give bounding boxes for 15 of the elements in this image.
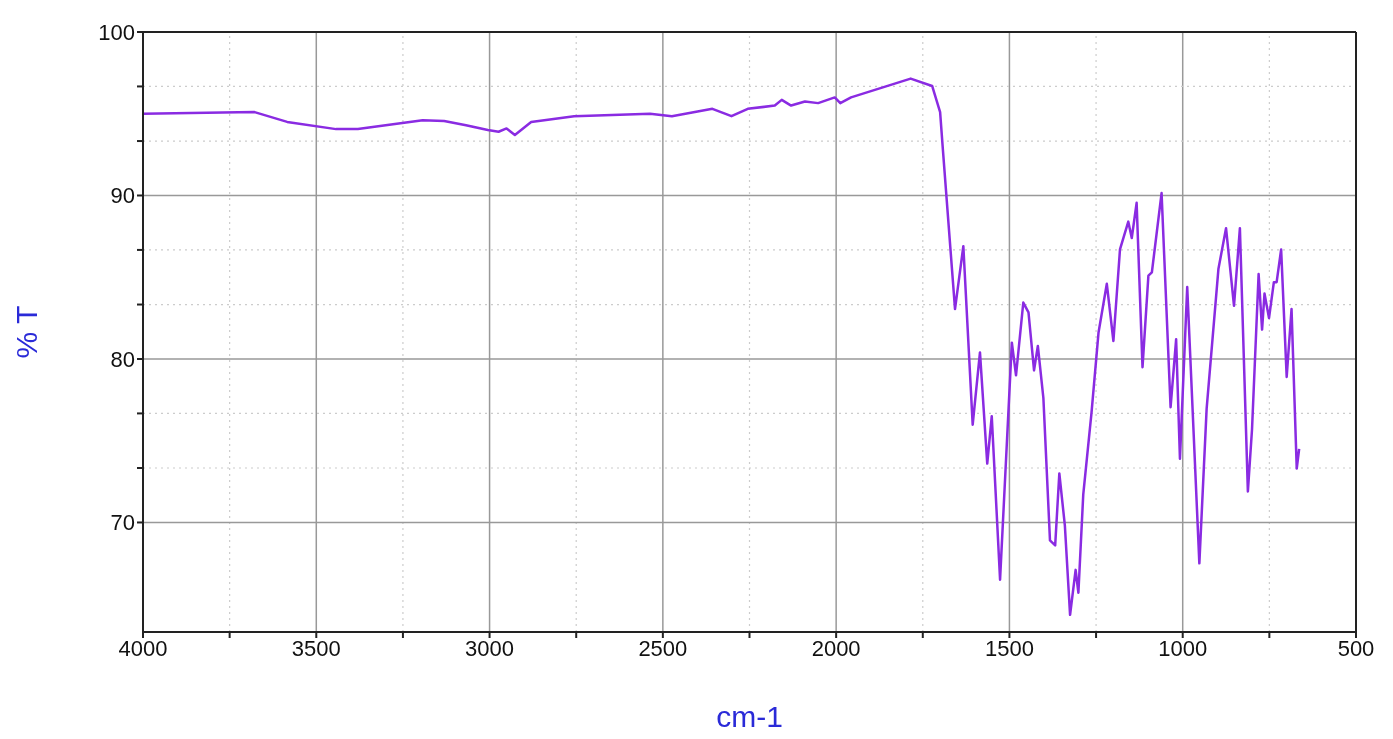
x-axis-title: cm-1 [716, 700, 783, 733]
x-tick-label: 3000 [465, 635, 515, 661]
x-tick-label: 2500 [638, 635, 688, 661]
x-tick-label: 3500 [291, 635, 341, 661]
y-axis-title: % T [9, 305, 43, 359]
x-tick-label: 500 [1337, 635, 1375, 661]
x-tick-label: 2000 [811, 635, 861, 661]
x-tick-label: 1500 [984, 635, 1034, 661]
x-tick-label: 1000 [1158, 635, 1208, 661]
y-tick-label: 80 [110, 346, 135, 372]
y-tick-label: 90 [110, 183, 135, 209]
line-series [143, 77, 1301, 617]
x-tick-label: 4000 [118, 635, 168, 661]
y-tick-label: 100 [98, 19, 135, 45]
y-tick-label: 70 [110, 510, 135, 536]
